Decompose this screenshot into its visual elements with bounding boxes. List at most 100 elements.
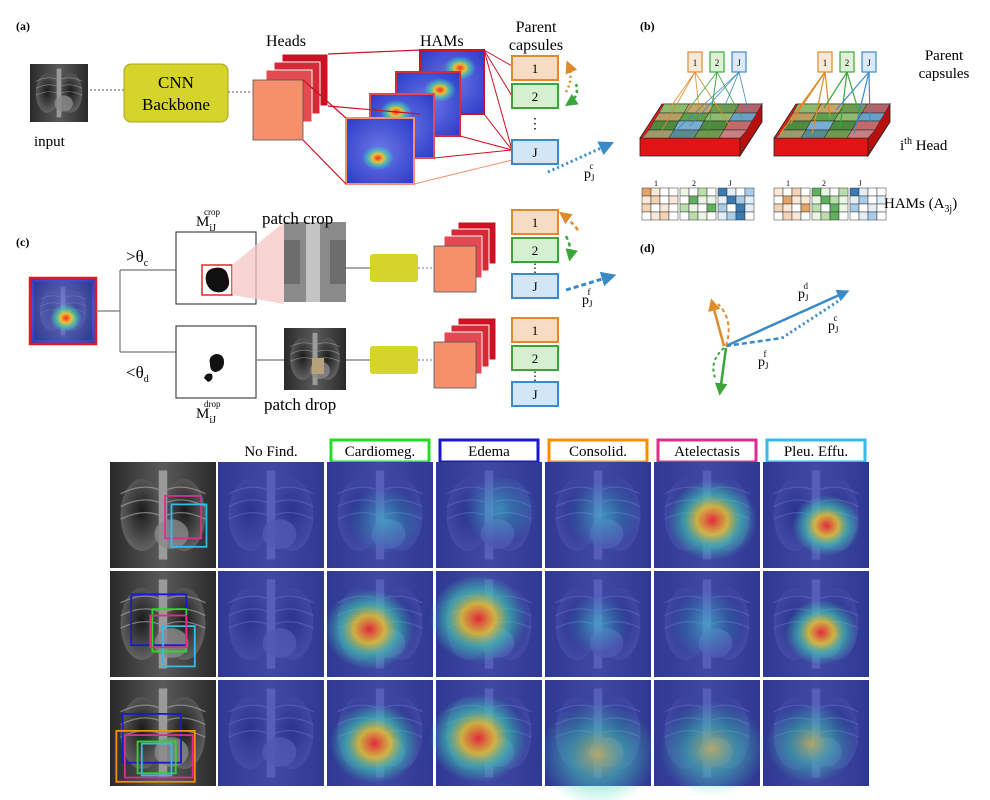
vector-pjd bbox=[725, 289, 850, 348]
ham-grids bbox=[641, 187, 887, 221]
ham-mark-r1: 1 bbox=[786, 179, 790, 188]
svg-text:2: 2 bbox=[715, 58, 720, 68]
pjc-d-label: pJc bbox=[828, 313, 839, 335]
ham-to-capsule-lines bbox=[413, 49, 513, 185]
crop-zoom-fan bbox=[232, 222, 284, 304]
patch-drop-label: patch drop bbox=[264, 395, 336, 414]
bbox-2-4 bbox=[140, 742, 173, 777]
svg-text:J: J bbox=[867, 58, 871, 68]
xray-original-2 bbox=[110, 680, 216, 786]
heatmap-cell-2-5 bbox=[763, 680, 869, 786]
column-header-2: Edema bbox=[468, 444, 510, 460]
svg-text:1: 1 bbox=[532, 215, 539, 230]
svg-text:J: J bbox=[532, 387, 537, 402]
ith-head-label: ith Head bbox=[900, 136, 948, 154]
svg-text:J: J bbox=[737, 58, 741, 68]
heatmap-cell-1-4 bbox=[654, 571, 760, 677]
ham-mark-r2: 2 bbox=[822, 179, 826, 188]
panel-b-parent-line2: capsules bbox=[919, 66, 970, 82]
vector-orange-d bbox=[708, 298, 726, 347]
panel-c-label: (c) bbox=[16, 235, 29, 249]
column-header-4: Atelectasis bbox=[674, 444, 740, 460]
hams-label: HAMs bbox=[420, 33, 464, 50]
bbox-2-0 bbox=[121, 713, 182, 764]
mask-crop-label: MiJcrop bbox=[196, 207, 221, 234]
mask-crop-blob bbox=[205, 267, 230, 293]
heatmap-cell-1-0 bbox=[218, 571, 324, 677]
vector-pjf bbox=[725, 336, 783, 348]
panel-d: (d) pJd pJc pJf bbox=[640, 241, 850, 396]
mask-drop-blob bbox=[204, 354, 224, 382]
heads-stack-drop bbox=[433, 317, 497, 389]
vector-blue-c bbox=[565, 271, 617, 292]
ham-mark-l1: 1 bbox=[654, 179, 658, 188]
small-backbone-2 bbox=[370, 346, 418, 374]
capsule-1 bbox=[511, 55, 559, 81]
head-to-ham-lines bbox=[302, 49, 421, 185]
capsule-2 bbox=[511, 83, 559, 109]
vector-orange-c bbox=[559, 211, 579, 231]
head-block-left: 1 2 J bbox=[639, 51, 763, 158]
ham-grid-r0 bbox=[773, 187, 811, 221]
ham-maps bbox=[345, 49, 485, 185]
heatmap-cell-1-1 bbox=[324, 571, 433, 677]
vector-blue-a bbox=[547, 141, 615, 174]
panel-a-label: (a) bbox=[16, 19, 30, 33]
bbox-2-2 bbox=[123, 734, 194, 779]
ham-mark-l3: J bbox=[728, 179, 731, 188]
crop-capsule-1 bbox=[511, 209, 559, 235]
bbox-1-3 bbox=[149, 614, 188, 649]
svg-text:1: 1 bbox=[823, 58, 828, 68]
parent-capsules-line2: capsules bbox=[509, 37, 563, 54]
patch-crop-image bbox=[284, 222, 346, 302]
pjc-label: pJc bbox=[584, 161, 595, 183]
pjf-d-label: pJf bbox=[758, 349, 769, 371]
heatmap-cell-1-2 bbox=[429, 571, 542, 677]
column-header-0: No Find. bbox=[244, 444, 297, 460]
pjf-label: pJf bbox=[582, 287, 593, 309]
crop-capsule-J bbox=[511, 273, 559, 299]
vector-pjc bbox=[781, 298, 841, 340]
heatmap-cell-0-3 bbox=[545, 462, 651, 568]
grid-column-headers: No Find. Cardiomeg. Edema Consolid. Atelecta… bbox=[244, 438, 867, 464]
panel-b-parent-line1: Parent bbox=[925, 48, 964, 64]
capsule-2-label: 2 bbox=[532, 89, 539, 104]
heatmap-cell-2-1 bbox=[327, 680, 433, 786]
bbox-1-2 bbox=[162, 625, 196, 668]
cnn-backbone-box bbox=[123, 63, 229, 123]
heatmap-input bbox=[28, 276, 98, 346]
input-xray bbox=[30, 63, 88, 123]
svg-text:2: 2 bbox=[532, 351, 539, 366]
patch-drop-hole bbox=[312, 358, 324, 374]
svg-text:1: 1 bbox=[693, 58, 698, 68]
panel-b-label: (b) bbox=[640, 19, 655, 33]
column-header-1: Cardiomeg. bbox=[345, 444, 415, 460]
mask-drop-label: MiJdrop bbox=[196, 399, 221, 426]
capsule-J bbox=[511, 139, 559, 165]
heatmap-cell-2-4 bbox=[654, 680, 766, 797]
heatmap-cell-0-1 bbox=[327, 462, 433, 568]
vector-green-c bbox=[564, 235, 578, 262]
heatmap-cell-0-2 bbox=[436, 462, 542, 568]
capsule-J-label: J bbox=[532, 145, 537, 160]
heatmap-cell-2-2 bbox=[429, 680, 542, 786]
hams-a3j-label: HAMs (A3j) bbox=[884, 196, 957, 215]
vector-orange-d-dash bbox=[717, 303, 730, 347]
drop-capsule-1 bbox=[511, 317, 559, 343]
parent-capsules-line1: Parent bbox=[516, 19, 557, 36]
ham-grid-l0 bbox=[641, 187, 679, 221]
pjd-label: pJd bbox=[798, 281, 809, 303]
svg-text:⋮: ⋮ bbox=[529, 261, 541, 275]
capsule-1-label: 1 bbox=[532, 61, 539, 76]
heatmap-cell-0-5 bbox=[763, 462, 869, 568]
heatmap-cell-0-0 bbox=[218, 462, 324, 568]
heads-label: Heads bbox=[266, 33, 306, 50]
column-header-5: Pleu. Effu. bbox=[784, 444, 848, 460]
patch-crop-label: patch crop bbox=[262, 209, 333, 228]
xray-original-0 bbox=[110, 462, 216, 568]
heads-stack-crop bbox=[433, 221, 497, 293]
drop-capsule-2 bbox=[511, 345, 559, 371]
backbone-line1: CNN bbox=[158, 73, 194, 92]
bbox-2-3 bbox=[136, 740, 177, 775]
